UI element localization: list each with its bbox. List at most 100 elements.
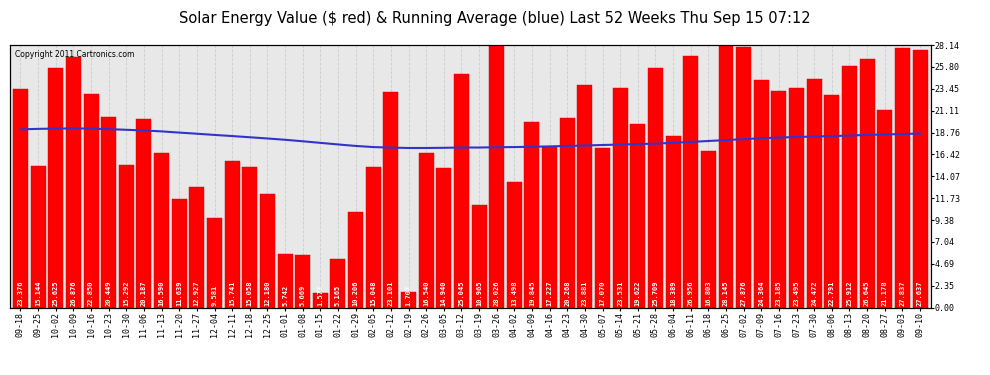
Bar (313, 293, 328, 308)
Bar (437, 168, 451, 308)
Bar (789, 88, 804, 308)
Bar (613, 88, 628, 308)
Bar (913, 50, 928, 308)
Text: 25.709: 25.709 (652, 280, 658, 306)
Bar (737, 48, 751, 308)
Text: 23.185: 23.185 (776, 280, 782, 306)
Bar (137, 119, 151, 308)
Text: 25.625: 25.625 (52, 280, 58, 306)
Bar (577, 85, 592, 308)
Text: 12.180: 12.180 (264, 280, 270, 306)
Bar (383, 92, 398, 308)
Text: 17.227: 17.227 (546, 280, 552, 306)
Text: 22.791: 22.791 (829, 280, 835, 306)
Bar (559, 118, 575, 308)
Text: 23.495: 23.495 (794, 280, 800, 306)
Text: 23.101: 23.101 (388, 280, 394, 306)
Bar (771, 91, 786, 308)
Bar (207, 218, 222, 308)
Text: Solar Energy Value ($ red) & Running Average (blue) Last 52 Weeks Thu Sep 15 07:: Solar Energy Value ($ red) & Running Ave… (179, 11, 811, 26)
Text: 10.965: 10.965 (476, 280, 482, 306)
Bar (825, 95, 840, 308)
Text: 27.876: 27.876 (741, 280, 746, 306)
Text: 18.389: 18.389 (670, 280, 676, 306)
Bar (365, 167, 381, 308)
Text: 19.845: 19.845 (529, 280, 535, 306)
Text: 5.165: 5.165 (335, 285, 341, 306)
Text: 24.472: 24.472 (811, 280, 817, 306)
Bar (331, 260, 346, 308)
Text: 25.912: 25.912 (846, 280, 852, 306)
Text: 5.669: 5.669 (300, 285, 306, 306)
Text: 1.707: 1.707 (406, 285, 412, 306)
Bar (295, 255, 310, 308)
Text: 20.268: 20.268 (564, 280, 570, 306)
Bar (277, 254, 293, 308)
Text: 21.178: 21.178 (882, 280, 888, 306)
Text: 19.622: 19.622 (635, 280, 641, 306)
Bar (260, 194, 275, 308)
Text: 27.637: 27.637 (917, 280, 923, 306)
Text: 14.940: 14.940 (441, 280, 446, 306)
Text: 24.364: 24.364 (758, 280, 764, 306)
Text: 16.540: 16.540 (423, 280, 429, 306)
Bar (525, 122, 540, 308)
Text: 26.645: 26.645 (864, 280, 870, 306)
Bar (489, 46, 504, 308)
Bar (419, 153, 434, 308)
Bar (348, 212, 363, 308)
Text: 9.581: 9.581 (212, 285, 218, 306)
Text: 11.639: 11.639 (176, 280, 182, 306)
Text: 1.577: 1.577 (318, 285, 324, 306)
Text: 22.850: 22.850 (88, 280, 94, 306)
Bar (171, 199, 187, 308)
Bar (595, 148, 610, 308)
Bar (895, 48, 910, 308)
Bar (154, 153, 169, 308)
Bar (807, 79, 822, 308)
Bar (665, 136, 680, 308)
Text: 15.292: 15.292 (124, 280, 130, 306)
Bar (66, 57, 81, 308)
Text: 28.026: 28.026 (494, 280, 500, 306)
Text: 16.803: 16.803 (705, 280, 712, 306)
Text: 15.058: 15.058 (247, 280, 252, 306)
Text: 26.956: 26.956 (688, 280, 694, 306)
Bar (877, 110, 892, 308)
Text: 25.045: 25.045 (458, 280, 464, 306)
Bar (507, 182, 522, 308)
Bar (243, 167, 257, 308)
Text: 15.144: 15.144 (35, 280, 42, 306)
Text: 15.048: 15.048 (370, 280, 376, 306)
Bar (701, 151, 716, 308)
Bar (683, 56, 698, 308)
Text: 13.498: 13.498 (512, 280, 518, 306)
Bar (49, 69, 63, 308)
Text: 20.187: 20.187 (141, 280, 147, 306)
Bar (753, 80, 769, 308)
Text: 23.881: 23.881 (582, 280, 588, 306)
Text: 15.741: 15.741 (229, 280, 236, 306)
Bar (631, 124, 645, 308)
Bar (225, 160, 240, 308)
Bar (401, 292, 416, 308)
Text: 23.531: 23.531 (617, 280, 623, 306)
Bar (859, 59, 874, 308)
Bar (647, 68, 663, 308)
Text: 16.590: 16.590 (158, 280, 164, 306)
Bar (719, 45, 734, 308)
Bar (842, 66, 857, 308)
Bar (471, 205, 486, 308)
Text: 10.206: 10.206 (352, 280, 358, 306)
Text: 17.070: 17.070 (600, 280, 606, 306)
Text: 27.837: 27.837 (899, 280, 906, 306)
Bar (101, 117, 116, 308)
Text: 23.376: 23.376 (18, 280, 24, 306)
Bar (13, 90, 28, 308)
Text: 28.145: 28.145 (723, 280, 729, 306)
Bar (189, 187, 204, 308)
Bar (454, 74, 469, 308)
Text: 26.876: 26.876 (70, 280, 76, 306)
Text: 20.449: 20.449 (106, 280, 112, 306)
Text: 12.927: 12.927 (194, 280, 200, 306)
